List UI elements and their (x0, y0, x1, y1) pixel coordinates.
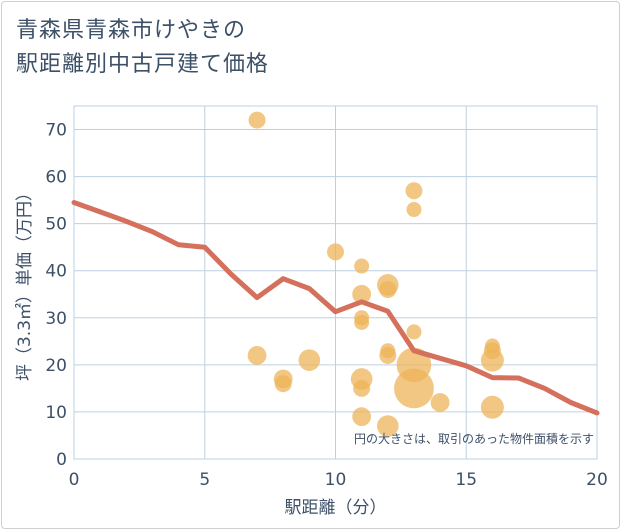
tick-labels: 0 5 10 15 20 0 10 20 30 40 50 60 70 (45, 121, 607, 490)
y-tick-label: 70 (45, 121, 67, 141)
x-tick-label: 0 (69, 470, 80, 490)
scatter-point (352, 407, 372, 427)
trend-line-layer (71, 200, 600, 416)
scatter-point (352, 284, 372, 304)
scatter-point (274, 375, 292, 393)
y-tick-label: 60 (45, 168, 67, 188)
y-tick-label: 0 (56, 450, 67, 470)
scatter-point (248, 111, 266, 129)
chart-title: 青森県青森市けやきの 駅距離別中古戸建て価格 (16, 14, 269, 82)
scatter-point (405, 182, 423, 200)
scatter-point (394, 368, 434, 409)
scatter-point (353, 379, 371, 397)
y-tick-label: 50 (45, 215, 67, 235)
scatter-point (298, 349, 321, 371)
y-tick-label: 10 (45, 403, 67, 423)
x-tick-label: 15 (455, 470, 477, 490)
bubble-layer (247, 111, 504, 437)
x-tick-label: 5 (199, 470, 210, 490)
scatter-point (377, 415, 399, 437)
grid (73, 105, 598, 460)
scatter-point (480, 348, 504, 372)
scatter-point (379, 346, 397, 364)
average-price-line (71, 200, 600, 416)
y-tick-label: 40 (45, 262, 67, 282)
scatter-point (354, 258, 370, 274)
y-tick-label: 20 (45, 356, 67, 376)
scatter-point (406, 202, 422, 218)
scatter-point (327, 243, 344, 261)
x-tick-label: 10 (325, 470, 347, 490)
scatter-point (379, 281, 397, 299)
x-axis-label: 駅距離（分） (285, 498, 387, 518)
x-tick-label: 20 (586, 470, 608, 490)
chart-title-line2: 駅距離別中古戸建て価格 (16, 52, 270, 77)
chart-title-line1: 青森県青森市けやきの (16, 18, 247, 43)
scatter-point (247, 346, 267, 365)
scatter-point (406, 324, 422, 340)
size-annotation: 円の大きさは、取引のあった物件面積を示す (354, 431, 594, 446)
y-tick-label: 30 (45, 309, 67, 329)
scatter-point (354, 315, 370, 331)
scatter-point (480, 395, 504, 419)
scatter-point (430, 393, 450, 412)
y-axis-label: 坪（3.3㎡）単価（万円） (15, 184, 35, 381)
